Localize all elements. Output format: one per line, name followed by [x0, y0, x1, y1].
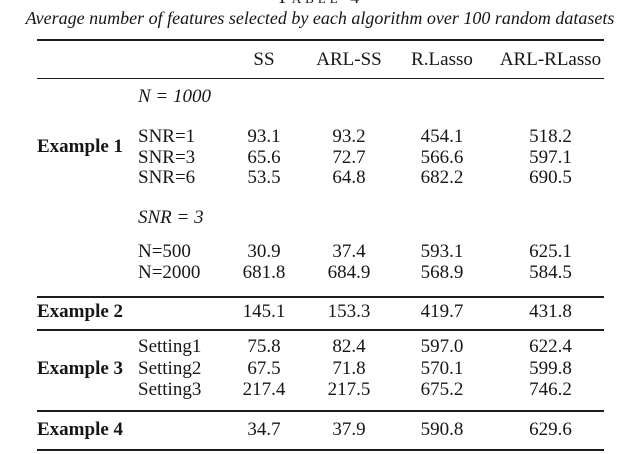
cell-arl-ss: 72.7: [332, 147, 366, 168]
example2-label: Example 2: [37, 301, 124, 322]
rule-top: [37, 39, 604, 42]
row-label: N=500: [138, 241, 191, 262]
column-header-row: SS ARL-SS R.Lasso ARL-RLasso: [37, 49, 604, 71]
cell-ss: 145.1: [242, 301, 286, 322]
example1-label: Example 1: [37, 136, 124, 157]
row-label: SNR=1: [138, 126, 196, 147]
cell-arl-ss: 684.9: [327, 262, 371, 283]
cell-arl-rlasso: 690.5: [529, 167, 572, 188]
table-row: SNR=6 53.5 64.8 682.2 690.5: [37, 167, 604, 189]
cell-arl-ss: 64.8: [332, 167, 366, 188]
cell-rlasso: 419.7: [420, 301, 464, 322]
cell-arl-ss: 37.4: [332, 241, 366, 262]
cell-ss: 67.5: [247, 358, 281, 379]
cell-arl-rlasso: 629.6: [529, 419, 572, 440]
group-header-row: N = 1000: [37, 86, 604, 108]
cell-arl-rlasso: 622.4: [529, 336, 572, 357]
cell-ss: 30.9: [247, 241, 281, 262]
table-row-example4: Example 4 34.7 37.9 590.8 629.6: [37, 419, 604, 441]
rule-below-header: [37, 78, 604, 80]
cell-arl-rlasso: 625.1: [529, 241, 572, 262]
table-row: Setting3 217.4 217.5 675.2 746.2: [37, 379, 604, 401]
table-row: N=500 30.9 37.4 593.1 625.1: [37, 241, 604, 263]
cell-arl-ss: 71.8: [332, 358, 366, 379]
table-row: N=2000 681.8 684.9 568.9 584.5: [37, 262, 604, 284]
table-row: Setting1 75.8 82.4 597.0 622.4: [37, 336, 604, 358]
cell-ss: 93.1: [247, 126, 281, 147]
cell-ss: 65.6: [247, 147, 281, 168]
column-header-arl-ss: ARL-SS: [316, 49, 382, 70]
rule-below-example2: [37, 329, 604, 331]
rule-above-example4: [37, 410, 604, 412]
cell-arl-ss: 93.2: [332, 126, 366, 147]
row-label: Setting3: [138, 379, 202, 400]
cell-arl-rlasso: 584.5: [529, 262, 572, 283]
table-row: SNR=3 65.6 72.7 566.6 597.1: [37, 147, 604, 169]
table-row-example2: Example 2 145.1 153.3 419.7 431.8: [37, 301, 604, 323]
cell-rlasso: 593.1: [420, 241, 464, 262]
example4-label: Example 4: [37, 419, 124, 440]
row-label: SNR=3: [138, 147, 196, 168]
row-label: Setting2: [138, 358, 202, 379]
cell-arl-rlasso: 597.1: [529, 147, 572, 168]
table-number-heading: Table 4: [0, 0, 640, 7]
row-label: N=2000: [138, 262, 201, 283]
cell-rlasso: 675.2: [420, 379, 464, 400]
row-label: SNR=6: [138, 167, 196, 188]
cell-ss: 75.8: [247, 336, 281, 357]
table-caption: Average number of features selected by e…: [25, 8, 615, 28]
cell-ss: 681.8: [242, 262, 286, 283]
group-header-row: SNR = 3: [37, 207, 604, 229]
group-header-snr3: SNR = 3: [138, 207, 204, 228]
cell-arl-rlasso: 746.2: [529, 379, 572, 400]
cell-arl-ss: 82.4: [332, 336, 366, 357]
cell-arl-ss: 37.9: [332, 419, 366, 440]
column-header-rlasso: R.Lasso: [411, 49, 473, 70]
cell-rlasso: 570.1: [420, 358, 464, 379]
rule-above-example2: [37, 296, 604, 298]
cell-rlasso: 566.6: [420, 147, 464, 168]
cell-ss: 217.4: [242, 379, 286, 400]
cell-ss: 53.5: [247, 167, 281, 188]
cell-arl-ss: 153.3: [327, 301, 371, 322]
cell-rlasso: 597.0: [420, 336, 464, 357]
column-header-ss: SS: [253, 49, 275, 70]
cell-arl-rlasso: 431.8: [529, 301, 572, 322]
cell-ss: 34.7: [247, 419, 281, 440]
cell-rlasso: 568.9: [420, 262, 464, 283]
table-row: SNR=1 93.1 93.2 454.1 518.2: [37, 126, 604, 148]
cell-rlasso: 454.1: [420, 126, 464, 147]
cell-rlasso: 682.2: [420, 167, 464, 188]
cell-arl-rlasso: 518.2: [529, 126, 572, 147]
table-row: Setting2 67.5 71.8 570.1 599.8: [37, 358, 604, 380]
example3-label: Example 3: [37, 358, 124, 379]
cell-arl-ss: 217.5: [327, 379, 371, 400]
row-label: Setting1: [138, 336, 202, 357]
column-header-arl-rlasso: ARL-RLasso: [499, 49, 602, 70]
cell-rlasso: 590.8: [420, 419, 464, 440]
rule-bottom: [37, 449, 604, 452]
group-header-n1000: N = 1000: [138, 86, 211, 107]
cell-arl-rlasso: 599.8: [529, 358, 572, 379]
